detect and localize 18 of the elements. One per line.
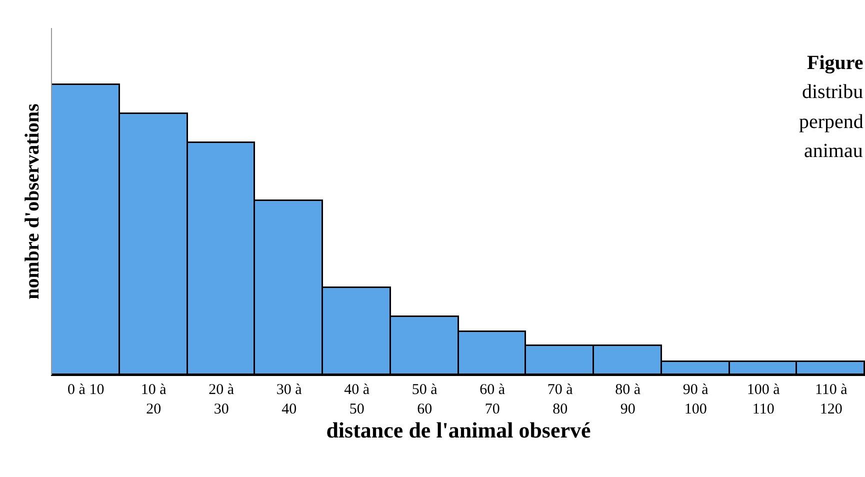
annotation: perpend: [799, 111, 864, 133]
x-tick-label: 110 à 120: [814, 382, 848, 418]
x-axis-title: distance de l'animal observé: [326, 418, 592, 442]
x-tick-label: 70 à 80: [547, 382, 574, 418]
x-tick-label: 60 à 70: [480, 382, 506, 418]
x-tick-label: 80 à 90: [615, 382, 641, 418]
annotation: distribu: [802, 81, 864, 103]
x-tick-label: 50 à 60: [412, 382, 438, 418]
y-axis-title: nombre d'observations: [22, 103, 44, 300]
annotation: animau: [804, 140, 863, 162]
x-tick-label: 90 à 100: [682, 382, 709, 418]
x-tick-label: 40 à 50: [344, 382, 370, 418]
x-tick-label: 30 à 40: [276, 382, 302, 418]
x-tick-label: 100 à 110: [746, 382, 780, 418]
x-tick-label: 0 à 10: [68, 382, 104, 398]
x-tick-label: 20 à 30: [208, 382, 234, 418]
text: Figure: [807, 52, 864, 74]
x-tick-label: 10 à 20: [140, 382, 167, 418]
